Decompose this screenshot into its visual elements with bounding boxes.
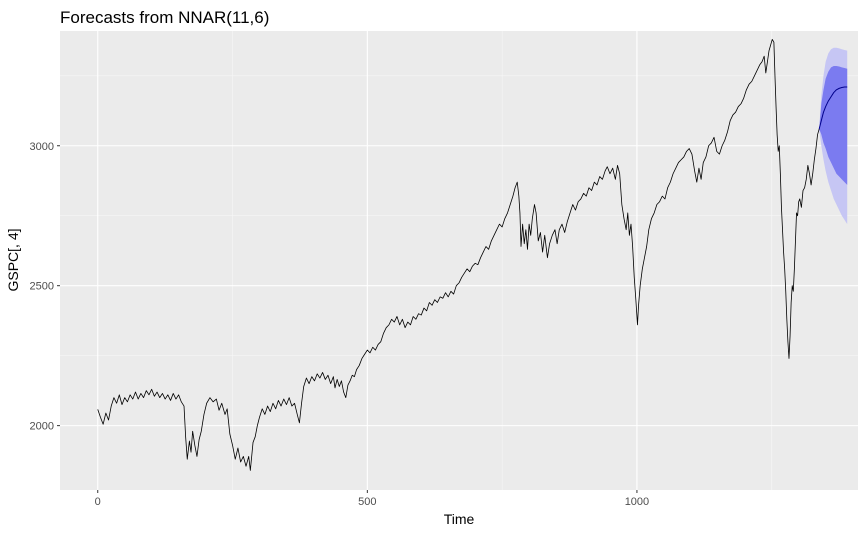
y-tick-label: 2500 bbox=[30, 281, 54, 293]
grid-minor bbox=[60, 31, 858, 490]
x-axis-title: Time bbox=[444, 511, 475, 527]
y-tick-label: 3000 bbox=[30, 141, 54, 153]
prediction-intervals bbox=[819, 47, 848, 225]
interval-band-80 bbox=[819, 65, 848, 185]
series-forecast-mean bbox=[818, 86, 848, 130]
x-tick-label: 0 bbox=[95, 496, 101, 508]
series-lines bbox=[97, 38, 848, 471]
plot-panel bbox=[60, 31, 858, 490]
x-tick-label: 1000 bbox=[625, 496, 649, 508]
x-axis: 0 500 1000 bbox=[95, 490, 649, 508]
y-axis: 2000 2500 3000 bbox=[30, 141, 60, 433]
y-tick-label: 2000 bbox=[30, 421, 54, 433]
grid-major bbox=[60, 31, 858, 490]
y-axis-title: GSPC[, 4] bbox=[5, 228, 21, 291]
series-observed bbox=[97, 38, 820, 471]
x-tick-label: 500 bbox=[358, 496, 376, 508]
chart-title: Forecasts from NNAR(11,6) bbox=[60, 8, 269, 27]
